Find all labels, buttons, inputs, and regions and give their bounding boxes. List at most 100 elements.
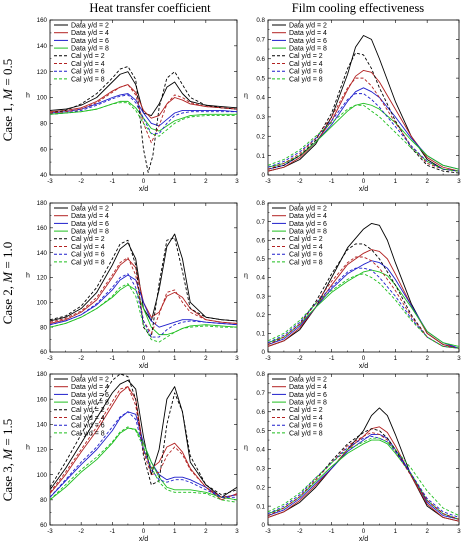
- legend-label: Data y/d = 4: [289, 30, 327, 37]
- x-tick-label: 0: [362, 355, 366, 362]
- y-tick-label: 160: [37, 17, 48, 24]
- series-line-cal-y8: [268, 273, 459, 349]
- x-tick-label: 3: [235, 355, 239, 362]
- legend-label: Cal y/d = 2: [71, 236, 105, 243]
- x-tick-label: -3: [47, 355, 53, 362]
- x-tick-label: -3: [265, 178, 271, 185]
- x-tick-label: 2: [425, 355, 429, 362]
- x-tick-label: 1: [394, 178, 398, 185]
- y-tick-label: 0.5: [256, 256, 265, 263]
- y-tick-label: 0.3: [256, 293, 265, 300]
- y-tick-label: 0.5: [256, 75, 265, 82]
- series-line-cal-y6: [50, 273, 237, 338]
- y-tick-label: 100: [37, 300, 48, 307]
- series-line-cal-y2: [50, 374, 237, 496]
- x-axis-label: x/d: [359, 363, 368, 370]
- plot-frame: [267, 19, 460, 176]
- series-line-data-y2: [268, 35, 459, 172]
- legend-label: Cal y/d = 8: [289, 76, 323, 83]
- y-tick-label: 140: [37, 43, 48, 50]
- y-tick-label: 0.3: [256, 466, 265, 473]
- y-tick-label: 0.2: [256, 312, 265, 319]
- legend-label: Data y/d = 8: [71, 400, 109, 407]
- y-tick-label: 60: [40, 522, 47, 529]
- legend-label: Data y/d = 2: [289, 376, 327, 383]
- legend-label: Cal y/d = 4: [289, 415, 323, 422]
- x-tick-label: -1: [110, 528, 116, 535]
- x-axis-label: x/d: [139, 536, 148, 543]
- legend-label: Cal y/d = 4: [71, 61, 105, 68]
- legend-label: Data y/d = 2: [289, 205, 327, 212]
- legend-label: Data y/d = 8: [71, 229, 109, 236]
- y-tick-label: 0.8: [256, 17, 265, 24]
- y-tick-label: 0.2: [256, 484, 265, 491]
- x-tick-label: 1: [173, 528, 177, 535]
- x-tick-label: 1: [173, 178, 177, 185]
- legend-label: Data y/d = 8: [289, 46, 327, 53]
- series-line-cal-y2: [268, 52, 459, 174]
- x-axis-label: x/d: [139, 363, 148, 370]
- x-tick-label: 2: [204, 528, 208, 535]
- y-axis-label: η: [244, 273, 248, 280]
- legend-label: Cal y/d = 6: [289, 69, 323, 76]
- series-line-data-y2: [268, 407, 459, 522]
- legend-label: Cal y/d = 8: [71, 76, 105, 83]
- legend-label: Cal y/d = 4: [71, 244, 105, 251]
- legend-label: Data y/d = 6: [71, 392, 109, 399]
- y-axis-label: h: [26, 445, 30, 452]
- legend-label: Data y/d = 4: [71, 213, 109, 220]
- x-tick-label: 3: [457, 355, 461, 362]
- series-line-cal-y6: [268, 93, 459, 172]
- y-tick-label: 60: [40, 146, 47, 153]
- x-tick-label: 3: [457, 178, 461, 185]
- legend-label: Data y/d = 8: [71, 46, 109, 53]
- x-tick-label: -3: [47, 528, 53, 535]
- x-tick-label: 2: [425, 178, 429, 185]
- legend-label: Data y/d = 4: [289, 384, 327, 391]
- x-tick-label: 0: [362, 178, 366, 185]
- y-tick-label: 0.4: [256, 275, 265, 282]
- legend-label: Cal y/d = 2: [289, 236, 323, 243]
- y-tick-label: 0: [262, 172, 266, 179]
- series-group: [50, 66, 237, 173]
- legend-label: Cal y/d = 6: [71, 69, 105, 76]
- y-tick-label: 0.6: [256, 409, 265, 416]
- y-tick-label: 0.4: [256, 95, 265, 102]
- x-axis-label: x/d: [359, 186, 368, 193]
- legend-label: Cal y/d = 4: [289, 244, 323, 251]
- legend-label: Cal y/d = 4: [289, 61, 323, 68]
- x-tick-label: -1: [329, 355, 335, 362]
- y-tick-label: 120: [37, 447, 48, 454]
- y-tick-label: 180: [37, 371, 48, 378]
- x-tick-label: 3: [235, 178, 239, 185]
- legend-label: Cal y/d = 8: [71, 430, 105, 437]
- y-tick-label: 40: [40, 172, 47, 179]
- legend-label: Cal y/d = 2: [71, 53, 105, 60]
- series-line-cal-y4: [268, 77, 459, 172]
- series-line-data-y8: [50, 427, 237, 501]
- y-tick-label: 140: [37, 422, 48, 429]
- y-tick-label: 80: [40, 324, 47, 331]
- y-tick-label: 0.5: [256, 428, 265, 435]
- y-tick-label: 0.1: [256, 331, 265, 338]
- y-tick-label: 180: [37, 200, 48, 207]
- series-line-cal-y8: [50, 426, 237, 503]
- panel-h3: -3 -2 -1 0 1 2 3 60 80 100 120 140 160 180 x/d h Data y/…: [26, 371, 239, 543]
- x-tick-label: -3: [47, 178, 53, 185]
- series-line-data-y6: [50, 274, 237, 328]
- x-tick-label: 2: [425, 528, 429, 535]
- legend-label: Cal y/d = 6: [289, 423, 323, 430]
- x-tick-label: 0: [142, 355, 146, 362]
- y-tick-label: 60: [40, 349, 47, 356]
- series-line-data-y4: [50, 258, 237, 324]
- series-line-cal-y6: [268, 435, 459, 518]
- series-line-data-y4: [50, 84, 237, 119]
- series-line-cal-y4: [50, 257, 237, 334]
- x-tick-label: 1: [394, 528, 398, 535]
- series-group: [50, 374, 237, 503]
- series-line-data-y8: [268, 439, 459, 520]
- y-tick-label: 80: [40, 497, 47, 504]
- x-tick-label: -2: [297, 355, 303, 362]
